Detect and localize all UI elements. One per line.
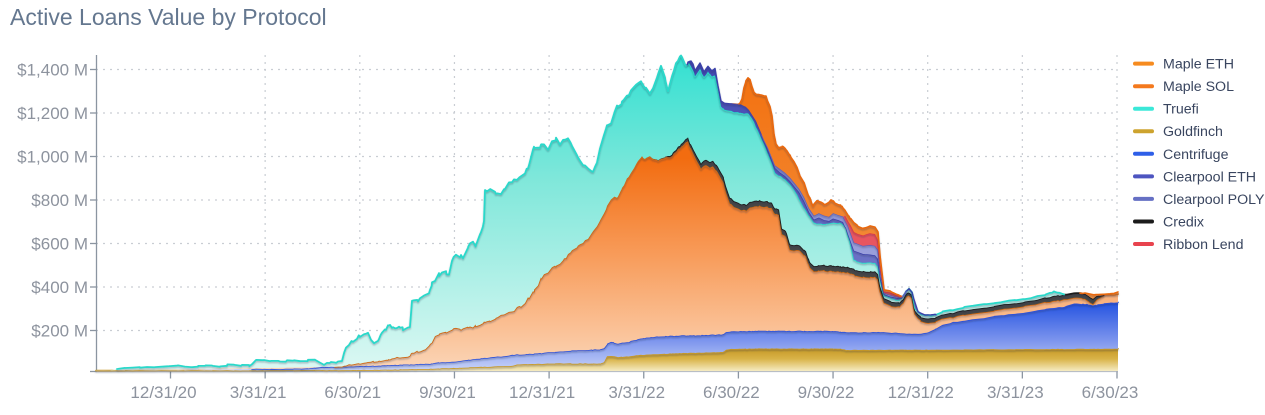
svg-text:12/31/22: 12/31/22	[888, 383, 954, 402]
svg-text:Goldfinch: Goldfinch	[1163, 124, 1223, 140]
svg-text:Maple ETH: Maple ETH	[1163, 57, 1234, 73]
svg-text:3/31/22: 3/31/22	[608, 383, 665, 402]
svg-text:$200 M: $200 M	[31, 322, 88, 341]
svg-text:12/31/21: 12/31/21	[509, 383, 575, 402]
svg-text:Active Loans Value by Protocol: Active Loans Value by Protocol	[10, 4, 327, 30]
svg-text:Clearpool POLY: Clearpool POLY	[1163, 192, 1265, 208]
svg-text:6/30/22: 6/30/22	[703, 383, 760, 402]
svg-text:9/30/22: 9/30/22	[798, 383, 855, 402]
svg-text:6/30/23: 6/30/23	[1082, 383, 1139, 402]
svg-text:12/31/20: 12/31/20	[130, 383, 196, 402]
svg-text:9/30/21: 9/30/21	[419, 383, 476, 402]
svg-text:Maple SOL: Maple SOL	[1163, 79, 1234, 95]
svg-text:6/30/21: 6/30/21	[324, 383, 381, 402]
svg-text:$1,400 M: $1,400 M	[17, 61, 88, 80]
svg-text:Centrifuge: Centrifuge	[1163, 147, 1229, 163]
svg-text:Clearpool ETH: Clearpool ETH	[1163, 169, 1256, 185]
svg-text:$800 M: $800 M	[31, 191, 88, 210]
svg-text:$400 M: $400 M	[31, 278, 88, 297]
svg-text:Credix: Credix	[1163, 215, 1204, 231]
svg-text:Ribbon Lend: Ribbon Lend	[1163, 237, 1243, 253]
svg-text:3/31/21: 3/31/21	[230, 383, 287, 402]
svg-text:$600 M: $600 M	[31, 235, 88, 254]
svg-text:$1,200 M: $1,200 M	[17, 104, 88, 123]
svg-text:$1,000 M: $1,000 M	[17, 148, 88, 167]
svg-text:3/31/23: 3/31/23	[987, 383, 1044, 402]
svg-text:Truefi: Truefi	[1163, 102, 1199, 118]
